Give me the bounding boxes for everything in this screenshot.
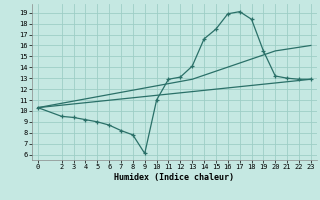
X-axis label: Humidex (Indice chaleur): Humidex (Indice chaleur) — [115, 173, 234, 182]
